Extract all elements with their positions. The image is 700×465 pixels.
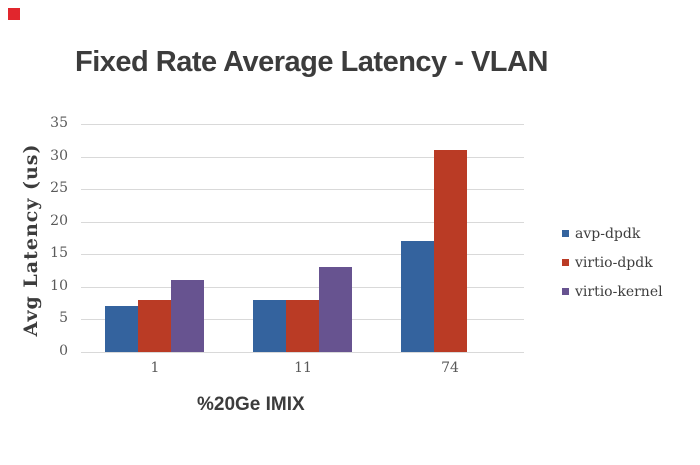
y-tick-label-5: 5 xyxy=(59,310,68,326)
legend-color-swatch xyxy=(562,259,569,266)
bar-virtio-dpdk-74 xyxy=(434,150,467,352)
y-tick-label-15: 15 xyxy=(50,245,68,261)
y-tick-label-25: 25 xyxy=(50,180,68,196)
bar-virtio-kernel-11 xyxy=(319,267,352,352)
bar-avp-dpdk-1 xyxy=(105,306,138,352)
y-axis-title: Avg Latency (us) xyxy=(20,143,42,337)
y-tick-label-0: 0 xyxy=(59,343,68,359)
x-tick-label-1: 1 xyxy=(150,360,160,376)
legend-label: avp-dpdk xyxy=(575,225,641,242)
gridline-0 xyxy=(81,352,524,353)
y-tick-label-35: 35 xyxy=(50,115,68,131)
x-tick-label-74: 74 xyxy=(441,360,459,376)
bar-virtio-dpdk-11 xyxy=(286,300,319,352)
x-tick-label-11: 11 xyxy=(294,360,312,376)
gridline-20 xyxy=(81,222,524,223)
gridline-15 xyxy=(81,254,524,255)
x-axis-title: %20Ge IMIX xyxy=(197,394,305,415)
gridline-10 xyxy=(81,287,524,288)
legend-item-virtio-dpdk: virtio-dpdk xyxy=(562,248,663,277)
gridline-25 xyxy=(81,189,524,190)
plot-area xyxy=(81,124,524,353)
legend-label: virtio-dpdk xyxy=(575,254,653,271)
legend-item-virtio-kernel: virtio-kernel xyxy=(562,277,663,306)
legend-color-swatch xyxy=(562,230,569,237)
legend-item-avp-dpdk: avp-dpdk xyxy=(562,219,663,248)
y-tick-label-10: 10 xyxy=(50,278,68,294)
bar-virtio-dpdk-1 xyxy=(138,300,171,352)
gridline-35 xyxy=(81,124,524,125)
bar-avp-dpdk-74 xyxy=(401,241,434,352)
bar-virtio-kernel-1 xyxy=(171,280,204,352)
red-marker xyxy=(8,8,20,20)
y-tick-label-30: 30 xyxy=(50,148,68,164)
y-tick-label-20: 20 xyxy=(50,213,68,229)
legend-color-swatch xyxy=(562,288,569,295)
gridline-30 xyxy=(81,157,524,158)
legend: avp-dpdk virtio-dpdk virtio-kernel xyxy=(562,219,663,306)
bar-avp-dpdk-11 xyxy=(253,300,286,352)
chart-title: Fixed Rate Average Latency - VLAN xyxy=(75,46,548,78)
legend-label: virtio-kernel xyxy=(575,283,663,300)
